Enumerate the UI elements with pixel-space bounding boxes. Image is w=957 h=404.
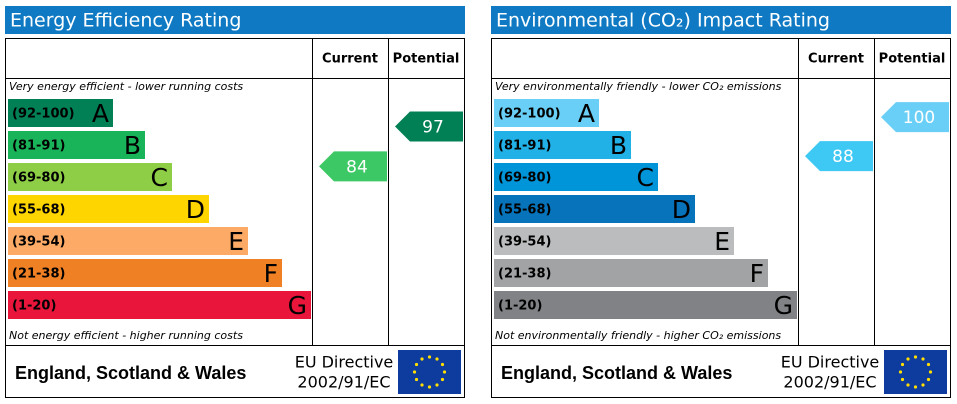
eu-star [427,355,432,359]
rating-arrow [881,102,949,133]
band-letter: D [186,195,205,224]
band-letter: F [264,259,278,288]
frame [5,38,465,398]
rating-value: 100 [903,108,935,128]
band-range: (55-68) [498,203,551,218]
epc-panel: Environmental (CO₂) Impact Rating Current… [491,6,951,398]
band-range: (69-80) [12,171,65,186]
footer: England, Scotland & Wales [501,363,732,383]
band-letter: A [578,99,595,128]
eu-star [913,355,918,359]
band [8,291,311,319]
column-header: Current [808,52,864,67]
eu-star [900,362,905,367]
band [494,99,599,127]
directive: EU Directive [781,353,880,372]
band [8,195,209,223]
band-letter: B [610,131,627,160]
rating-arrow [805,141,873,172]
band-range: (92-100) [12,107,75,122]
eu-star [926,362,931,367]
column-header: Potential [393,52,460,67]
rating-arrow [319,151,387,182]
top-note: Very energy efficient - lower running co… [9,80,243,93]
directive: EU Directive [295,353,394,372]
band-range: (21-38) [12,267,65,282]
band [494,259,768,287]
rating-arrow [395,111,463,142]
eu-star [420,383,424,387]
band-range: (92-100) [498,107,561,122]
band-letter: C [637,163,654,192]
band [8,163,172,191]
band [494,291,797,319]
band [8,131,145,159]
band-letter: E [228,227,244,256]
band [494,163,658,191]
band-range: (81-91) [498,139,551,154]
eu-star [435,383,439,387]
band [8,227,248,255]
eu-star [440,362,445,367]
band-letter: C [151,163,168,192]
panel-title: Energy Efficiency Rating [10,10,241,32]
rating-value: 97 [422,117,444,137]
column-header: Potential [879,52,946,67]
band-letter: B [124,131,141,160]
rating-value: 88 [832,147,854,167]
band-letter: G [288,291,307,320]
band-range: (55-68) [12,203,65,218]
eu-star [913,385,918,389]
band-letter: G [774,291,793,320]
eu-star [906,383,910,387]
eu-star [435,357,439,361]
top-note: Very environmentally friendly - lower CO… [495,80,782,93]
band-letter: E [714,227,730,256]
band [494,195,695,223]
bottom-note: Not energy efficient - higher running co… [9,329,243,342]
band-letter: D [672,195,691,224]
eu-star [906,357,910,361]
title-bar [491,6,951,34]
eu-star [898,370,903,374]
frame [491,38,951,398]
eu-star [427,385,432,389]
band-range: (1-20) [12,299,56,314]
band-range: (81-91) [12,139,65,154]
eu-star [921,383,925,387]
eu-star [412,370,417,374]
eu-star [414,362,419,367]
directive: 2002/91/EC [297,373,390,392]
epc-panel: Energy Efficiency Rating Current Potential… [5,6,465,398]
eu-star [420,357,424,361]
eu-star [440,377,445,382]
eu-star [921,357,925,361]
rating-value: 84 [346,157,368,177]
eu-star [926,377,931,382]
band-letter: A [92,99,109,128]
column-header: Current [322,52,378,67]
eu-star [414,377,419,382]
eu-star [928,370,933,374]
eu-star [442,370,447,374]
band-range: (39-54) [12,235,65,250]
band-letter: F [750,259,764,288]
band-range: (21-38) [498,267,551,282]
band [8,99,113,127]
band-range: (1-20) [498,299,542,314]
panel-title: Environmental (CO₂) Impact Rating [496,10,830,32]
band-range: (69-80) [498,171,551,186]
band [494,227,734,255]
bottom-note: Not environmentally friendly - higher CO… [495,329,781,342]
band [8,259,282,287]
eu-star [900,377,905,382]
band-range: (39-54) [498,235,551,250]
band [494,131,631,159]
footer: England, Scotland & Wales [15,363,246,383]
directive: 2002/91/EC [783,373,876,392]
title-bar [5,6,465,34]
